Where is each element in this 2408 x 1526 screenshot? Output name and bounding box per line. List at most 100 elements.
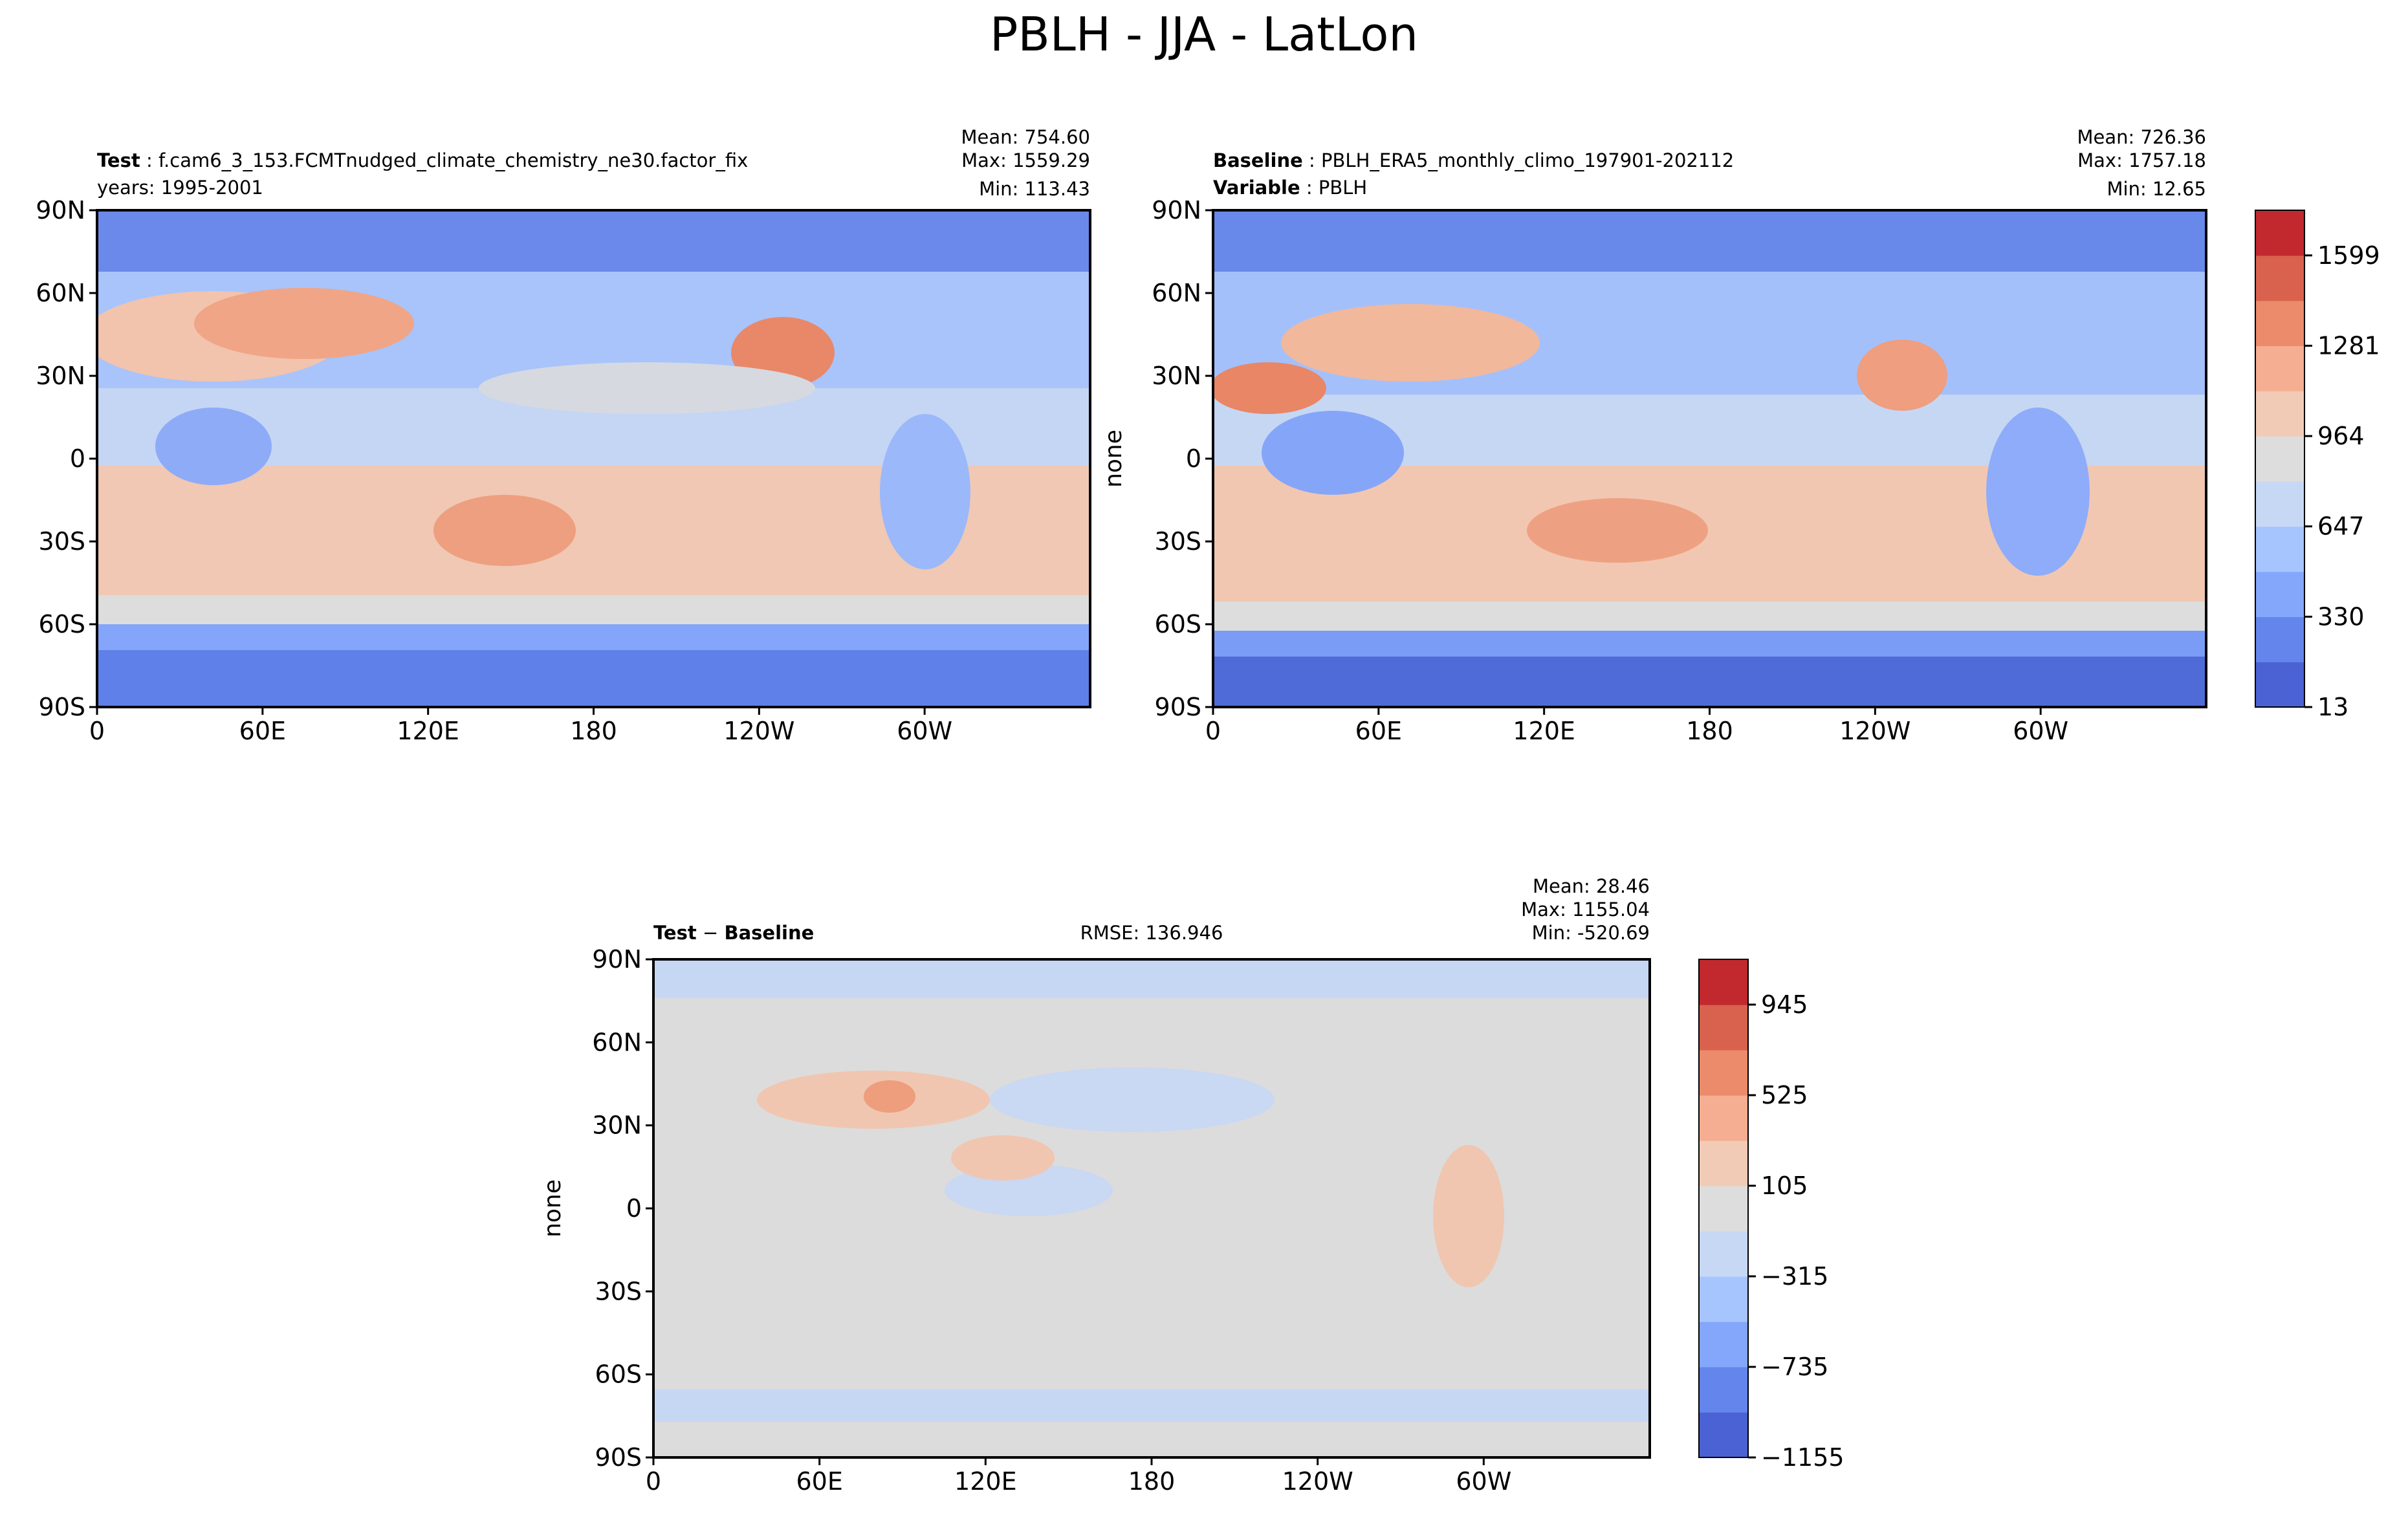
diff-ylabel: none	[540, 1179, 566, 1237]
diff-ytick-label: 30N	[592, 1111, 642, 1140]
baseline-stat-min: Min: 12.65	[2107, 178, 2206, 200]
test-storm-track-band	[97, 595, 1090, 624]
diff-ytick-label: 0	[626, 1194, 642, 1223]
test-polar-front-band	[97, 624, 1090, 650]
diff-axis-ticks: 0 60E 120E 180 120W 60W 90N 60N 30N 0 30S 60S 90S	[592, 945, 1511, 1496]
baseline-colorbar-tick-label: 964	[2317, 422, 2365, 450]
test-title-sep: :	[140, 149, 159, 171]
baseline-xtick-label: 60E	[1355, 717, 1402, 745]
diff-south-america-patch	[1433, 1145, 1504, 1287]
diff-map	[653, 959, 1650, 1457]
test-title-bold: Test	[97, 149, 140, 171]
test-central-asia-patch	[194, 288, 414, 359]
baseline-colorbar-tick-label: 330	[2317, 602, 2365, 631]
diff-colorbar-segment	[1699, 1095, 1748, 1141]
diff-xtick-label: 180	[1128, 1467, 1176, 1496]
diff-colorbar-segment	[1699, 1140, 1748, 1186]
test-ytick-label: 60S	[39, 610, 85, 638]
diff-ytick-label: 90S	[595, 1443, 642, 1472]
diff-xtick-label: 60E	[796, 1467, 842, 1496]
baseline-title-bold: Baseline	[1213, 149, 1303, 171]
test-south-america-patch	[880, 414, 970, 569]
baseline-variable-sep: :	[1300, 177, 1319, 199]
baseline-stat-max: Max: 1757.18	[2077, 149, 2206, 171]
baseline-colorbar-segment	[2255, 526, 2304, 572]
diff-colorbar-segment	[1699, 959, 1748, 1005]
diff-colorbar-segment	[1699, 1367, 1748, 1413]
diff-maritime-patch	[951, 1135, 1055, 1181]
diff-stat-max: Max: 1155.04	[1521, 899, 1650, 921]
diff-colorbar-segment	[1699, 1231, 1748, 1277]
diff-ytick-label: 30S	[595, 1277, 642, 1305]
baseline-ytick-label: 60N	[1152, 279, 1201, 307]
baseline-colorbar-segments	[2255, 210, 2304, 708]
baseline-africa-patch	[1262, 411, 1404, 495]
test-ytick-label: 60N	[36, 279, 85, 307]
test-xtick-label: 120E	[397, 717, 459, 745]
baseline-colorbar-segment	[2255, 255, 2304, 301]
diff-colorbar-segment	[1699, 1005, 1748, 1051]
baseline-north-america-patch	[1857, 340, 1947, 411]
diff-ytick-label: 60N	[592, 1028, 642, 1056]
diff-panel: Mean: 28.46 Max: 1155.04 Min: -520.69 Te…	[540, 875, 1651, 1496]
baseline-ytick-label: 60S	[1155, 610, 1201, 638]
diff-colorbar-segment	[1699, 1412, 1748, 1458]
test-stat-min: Min: 113.43	[979, 178, 1090, 200]
baseline-ytick-label: 30S	[1155, 527, 1201, 556]
test-title-case: f.cam6_3_153.FCMTnudged_climate_chemistr…	[159, 149, 748, 171]
test-ytick-label: 90N	[36, 196, 85, 224]
diff-colorbar-tick-label: −315	[1761, 1262, 1828, 1291]
baseline-xtick-label: 60W	[2013, 717, 2068, 745]
diff-rmse: RMSE: 136.946	[1080, 922, 1223, 944]
diff-xtick-label: 120W	[1282, 1467, 1353, 1496]
baseline-colorbar-segment	[2255, 481, 2304, 527]
baseline-map	[1213, 210, 2206, 707]
test-arctic-band	[97, 210, 1090, 272]
diff-colorbar-segment	[1699, 1050, 1748, 1096]
diff-title-baseline: Baseline	[724, 922, 814, 944]
baseline-colorbar-tick-label: 1599	[2317, 241, 2380, 270]
baseline-colorbar-segment	[2255, 616, 2304, 662]
baseline-xtick-label: 0	[1205, 717, 1221, 745]
diff-xtick-label: 120E	[954, 1467, 1017, 1496]
diff-xtick-label: 60W	[1456, 1467, 1511, 1496]
test-map	[97, 210, 1090, 707]
baseline-title: Baseline : PBLH_ERA5_monthly_climo_19790…	[1213, 149, 1734, 171]
baseline-title-sep: :	[1303, 149, 1321, 171]
diff-stat-mean: Mean: 28.46	[1533, 875, 1650, 897]
test-title-years: years: 1995-2001	[97, 177, 263, 199]
baseline-xtick-label: 120W	[1839, 717, 1910, 745]
test-axis-ticks: 0 60E 120E 180 120W 60W 90N 60N 30N 0 30S 60S 90S	[36, 196, 952, 745]
baseline-ylabel: none	[1100, 430, 1127, 488]
figure-title: PBLH - JJA - LatLon	[990, 7, 1418, 61]
baseline-ytick-label: 90S	[1155, 693, 1201, 721]
diff-colorbar-tick-label: 945	[1761, 990, 1808, 1019]
diff-tibet-patch	[864, 1080, 915, 1113]
diff-xtick-label: 0	[646, 1467, 661, 1496]
baseline-title-dataset: PBLH_ERA5_monthly_climo_197901-202112	[1321, 149, 1734, 171]
baseline-xtick-label: 120E	[1513, 717, 1575, 745]
diff-ytick-label: 60S	[595, 1360, 642, 1389]
baseline-colorbar-segment	[2255, 345, 2304, 391]
test-ytick-label: 90S	[39, 693, 85, 721]
test-xtick-label: 0	[89, 717, 105, 745]
diff-ytick-label: 90N	[592, 945, 642, 974]
diff-colorbar-segment	[1699, 1186, 1748, 1232]
diff-stat-min: Min: -520.69	[1532, 922, 1650, 944]
diff-antarctic-band	[653, 1390, 1650, 1422]
baseline-colorbar: 13 330 647 964 1281 1599	[2255, 210, 2380, 721]
baseline-colorbar-segment	[2255, 300, 2304, 347]
diff-pacific-patch	[990, 1067, 1275, 1132]
test-africa-patch	[155, 408, 272, 485]
diff-colorbar-segment	[1699, 1322, 1748, 1368]
baseline-variable-bold: Variable	[1213, 177, 1300, 199]
test-ytick-label: 0	[70, 444, 85, 473]
baseline-colorbar-frame	[2255, 210, 2305, 708]
baseline-colorbar-tick-label: 13	[2317, 693, 2348, 721]
diff-arctic-band	[653, 959, 1650, 998]
test-panel: Mean: 754.60 Max: 1559.29 Min: 113.43 Te…	[36, 126, 1091, 745]
baseline-indian-ocean-patch	[1527, 498, 1708, 563]
test-antarctic-band	[97, 650, 1090, 707]
baseline-storm-track-band	[1213, 602, 2206, 631]
baseline-variable: Variable : PBLH	[1213, 177, 1367, 199]
